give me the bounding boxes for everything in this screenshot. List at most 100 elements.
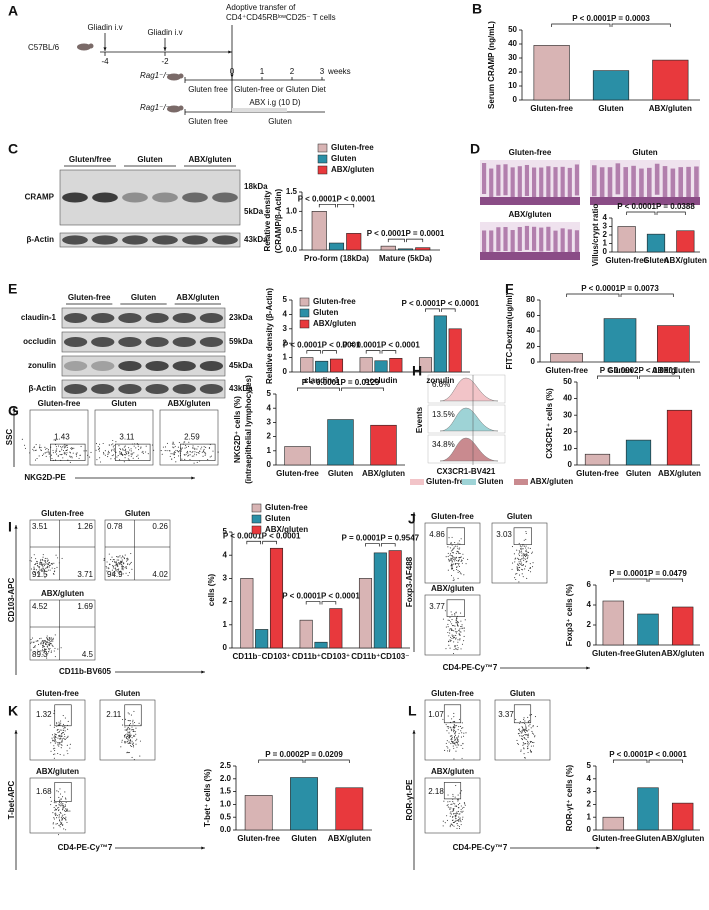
flow-dot [31, 637, 34, 639]
flow-dot [452, 563, 454, 565]
flow-dot [54, 741, 56, 743]
flow-dot [449, 826, 451, 828]
p-value: P = 0.0209 [304, 750, 343, 759]
flow-dot [112, 565, 114, 568]
flow-dot [44, 559, 46, 561]
blot-band [145, 361, 169, 371]
bar [284, 446, 311, 466]
villus [539, 227, 544, 252]
flow-dot [448, 560, 450, 562]
flow-dot [54, 753, 56, 755]
flow-dot [132, 744, 134, 747]
plot-title: ABX/gluten [431, 767, 474, 776]
flow-dot [527, 744, 529, 746]
flow-dot [46, 654, 48, 656]
villus [567, 167, 572, 199]
flow-dot [443, 800, 445, 802]
flow-dot [64, 451, 66, 453]
flow-dot [130, 734, 132, 736]
legend-label: Gluten-free [313, 297, 356, 306]
x-tick-label: Gluten-free [530, 104, 573, 113]
flow-dot [62, 723, 65, 725]
flow-dot [451, 614, 453, 616]
flow-dot [518, 561, 520, 563]
y-tick-label: 60 [526, 311, 535, 320]
flow-dot [450, 542, 452, 544]
flow-dot [450, 743, 452, 745]
gate-value: 1.68 [36, 787, 52, 796]
flow-dot [455, 553, 457, 555]
flow-dot [47, 563, 49, 565]
y-tick-label: 1.5 [220, 787, 232, 796]
flow-dot [55, 741, 57, 743]
y-tick-label: 0.5 [220, 812, 232, 821]
time-label: -2 [161, 57, 169, 66]
blot-band [91, 361, 115, 371]
blot-band [172, 384, 196, 394]
flow-dot [518, 559, 520, 561]
plot-title: ABX/gluten [431, 584, 474, 593]
flow-dot [34, 563, 37, 565]
x-tick-label: Gluten [643, 256, 668, 265]
arrow-head [12, 407, 16, 411]
y-tick-label: 20 [526, 342, 535, 351]
flow-dot [452, 816, 454, 818]
flow-dot [42, 645, 44, 647]
flow-dot [30, 638, 32, 641]
flow-dot [110, 450, 113, 452]
flow-dot [112, 439, 114, 442]
flow-dot [54, 749, 56, 752]
flow-dot [105, 565, 107, 568]
flow-plot [494, 699, 551, 761]
y-axis-label: NKG2D⁺ cells (%) [233, 396, 242, 463]
flow-dot [44, 649, 46, 651]
flow-dot [128, 751, 130, 754]
flow-dot [202, 451, 204, 453]
y-tick-label: 0.5 [286, 226, 298, 235]
blot-band [199, 313, 224, 323]
flow-dot [37, 651, 39, 653]
p-value: P = 0.0129 [341, 378, 380, 387]
flow-dot [126, 752, 128, 754]
flow-dot [116, 456, 118, 458]
flow-dot [450, 557, 452, 559]
flow-dot [47, 639, 49, 641]
flow-dot [48, 651, 50, 653]
flow-dot [457, 551, 459, 553]
flow-dot [461, 559, 463, 561]
flow-dot [463, 635, 465, 638]
flow-dot [460, 819, 462, 821]
histogram-curve [439, 407, 499, 432]
p-bracket [612, 759, 648, 763]
flow-dot [39, 638, 41, 640]
flow-dot [514, 577, 516, 579]
flow-dot [457, 571, 459, 573]
flow-dot [52, 640, 54, 642]
flow-dot [457, 647, 459, 649]
flow-dot [453, 724, 455, 726]
flow-dot [527, 733, 529, 735]
flow-dot [456, 805, 458, 808]
flow-dot [57, 791, 59, 793]
flow-dot [113, 449, 115, 451]
flow-dot [102, 442, 104, 445]
flow-dot [520, 731, 522, 733]
flow-dot [525, 728, 527, 730]
blot-size: 45kDa [229, 361, 253, 370]
flow-dot [462, 727, 464, 729]
flow-dot [464, 619, 466, 621]
flow-dot [455, 648, 457, 650]
flow-dot [52, 753, 55, 755]
flow-dot [117, 556, 119, 558]
flow-dot [64, 446, 66, 448]
flow-dot [112, 560, 114, 562]
flow-dot [461, 626, 463, 628]
flow-dot [95, 443, 97, 445]
legend-swatch [299, 308, 310, 318]
gate-value: 1.32 [36, 710, 52, 719]
flow-dot [458, 540, 460, 542]
flow-dot [447, 806, 449, 808]
flow-dot [446, 815, 448, 817]
flow-dot [65, 818, 67, 820]
flow-dot [192, 445, 194, 447]
